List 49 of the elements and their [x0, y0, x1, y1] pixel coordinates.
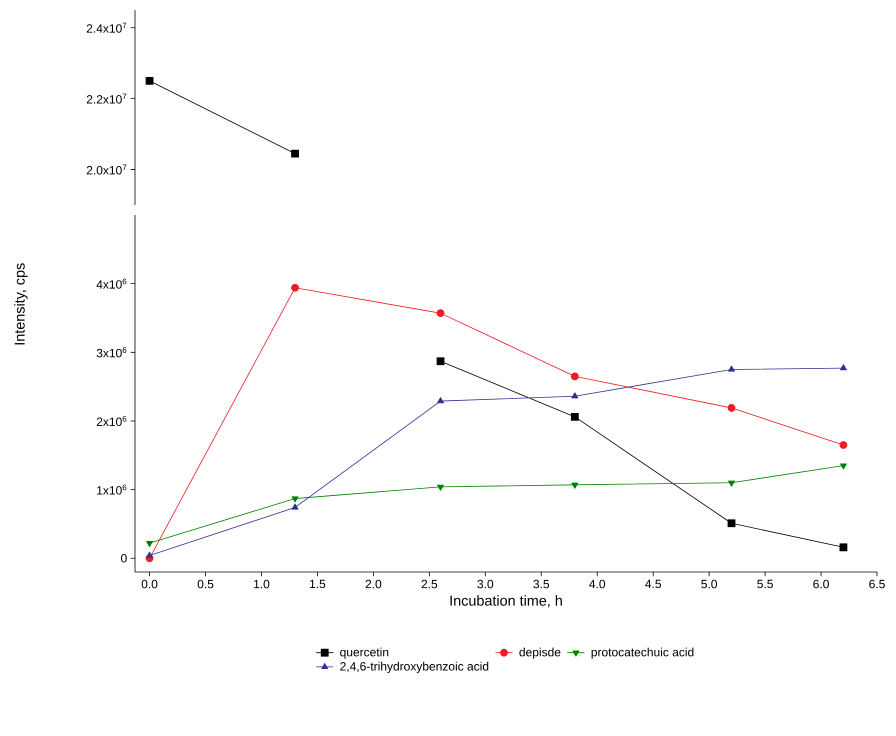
- point: [728, 404, 736, 412]
- y-tick-label: 1x10$^{6}$: [97, 484, 126, 495]
- x-tick-label: 4.0: [589, 580, 606, 588]
- point: [840, 441, 848, 449]
- point: [146, 541, 153, 548]
- x-tick-label: 5.5: [757, 580, 773, 588]
- y-tick-label: 2x10$^{6}$: [96, 416, 126, 426]
- x-tick-label: 4.5: [645, 580, 662, 588]
- point: [291, 284, 299, 292]
- point: [436, 309, 444, 318]
- point: [146, 552, 153, 558]
- x-axis-title: Incubation time, h: [450, 595, 562, 608]
- x-tick-label: 6.0: [813, 580, 829, 588]
- y-tick-label: 2.4x10$^{7}$: [86, 22, 126, 33]
- point: [840, 364, 847, 370]
- point: [292, 496, 298, 502]
- y-tick-label: 3x10$^{6}$: [96, 347, 126, 358]
- x-tick-label: 0.0: [142, 580, 158, 588]
- point: [292, 504, 298, 510]
- point: [728, 366, 735, 372]
- x-tick-label: 0.5: [198, 580, 214, 588]
- point: [437, 397, 444, 404]
- legend-label: quercetin: [340, 648, 388, 659]
- point: [571, 482, 578, 489]
- point: [570, 372, 579, 380]
- x-tick-label: 3.5: [533, 580, 550, 588]
- y-axis-title: Intensity, cps: [14, 263, 28, 344]
- x-tick-label: 2.0: [366, 580, 382, 588]
- point: [437, 484, 444, 491]
- legend-label: 2,4,6-trihydroxybenzoic acid: [340, 662, 488, 673]
- legend-label: depisde: [519, 648, 560, 659]
- point: [840, 543, 848, 552]
- y-tick-label: 0: [120, 554, 127, 563]
- x-tick-label: 2.5: [422, 580, 438, 588]
- point: [436, 357, 444, 366]
- point: [571, 392, 578, 398]
- x-tick-label: 1.5: [310, 580, 326, 588]
- point: [728, 519, 736, 528]
- x-tick-label: 6.5: [869, 580, 885, 588]
- point: [728, 480, 735, 487]
- y-tick-label: 4x10$^{6}$: [96, 278, 126, 289]
- x-tick-label: 1.0: [254, 580, 270, 588]
- x-tick-label: 5.0: [701, 580, 718, 588]
- y-tick-label: 2.2x10$^{7}$: [86, 94, 126, 104]
- legend-label: protocatechuic acid: [592, 648, 694, 659]
- point: [840, 463, 847, 470]
- point: [570, 412, 579, 421]
- y-tick-label: 2.0x10$^{7}$: [86, 164, 126, 175]
- x-tick-label: 3.0: [477, 580, 494, 588]
